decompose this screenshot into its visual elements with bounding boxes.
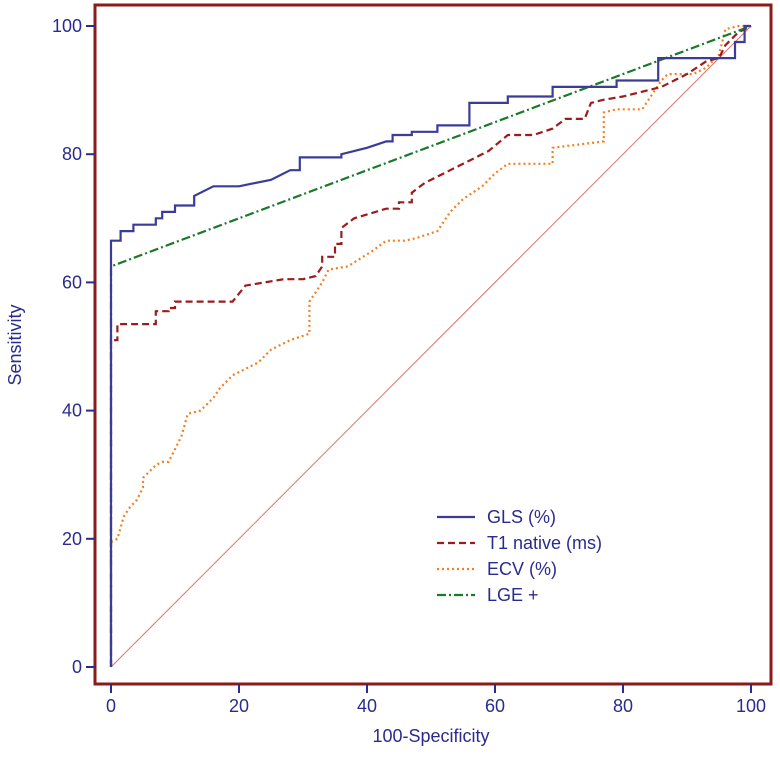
x-tick-label: 20 [229, 696, 249, 716]
y-tick-label: 0 [72, 657, 82, 677]
x-tick-label: 100 [736, 696, 766, 716]
legend: GLS (%) T1 native (ms) ECV (%) LGE + [437, 507, 602, 605]
plot-frame [93, 3, 773, 686]
x-tick-label: 40 [357, 696, 377, 716]
legend-label-ecv: ECV (%) [487, 559, 557, 579]
y-axis-title: Sensitivity [5, 304, 25, 385]
x-tick-label: 0 [106, 696, 116, 716]
x-tick-label: 80 [613, 696, 633, 716]
legend-label-lge: LGE + [487, 585, 539, 605]
plot-border [93, 3, 773, 686]
y-tick-label: 40 [62, 401, 82, 421]
series-line-gls [109, 24, 751, 667]
y-tick-label: 80 [62, 144, 82, 164]
legend-label-t1: T1 native (ms) [487, 533, 602, 553]
axis-ticks: 0 20 40 60 80 100 0 20 40 60 80 100 [52, 16, 766, 716]
y-tick-label: 60 [62, 272, 82, 292]
legend-label-gls: GLS (%) [487, 507, 556, 527]
y-tick-label: 20 [62, 529, 82, 549]
series-group [109, 24, 752, 668]
reference-diagonal-line [110, 25, 752, 668]
y-tick-label: 100 [52, 16, 82, 36]
series-line-t1-native [109, 25, 752, 667]
x-axis-title: 100-Specificity [372, 726, 489, 746]
series-line-lge [109, 24, 752, 667]
x-tick-label: 60 [485, 696, 505, 716]
